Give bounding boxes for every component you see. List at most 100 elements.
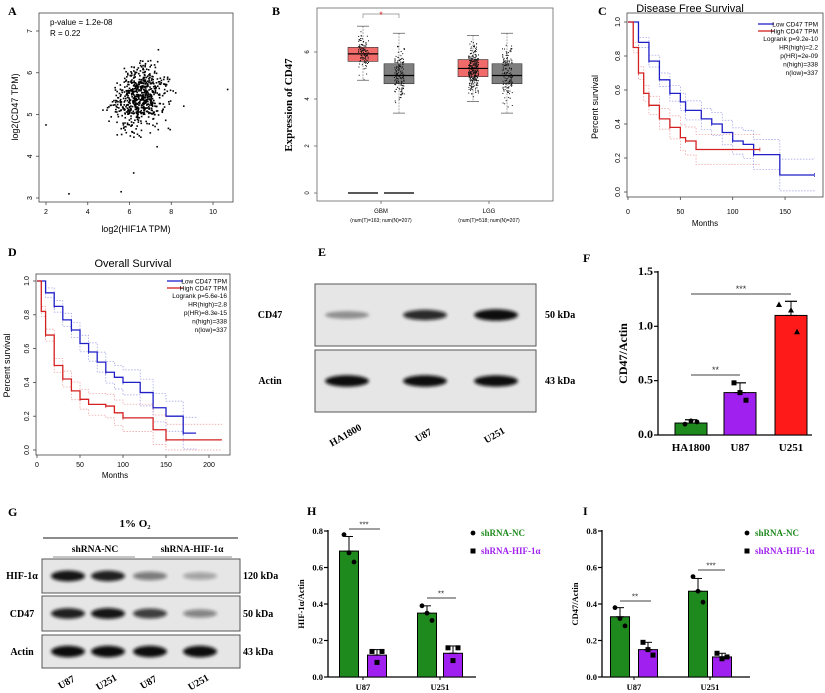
jitter-point: [366, 49, 368, 51]
jitter-point: [474, 59, 476, 61]
jitter-point: [399, 96, 401, 98]
scatter-point: [149, 82, 152, 85]
jitter-point: [502, 93, 504, 95]
scatter-point: [156, 110, 159, 112]
jitter-point: [475, 69, 477, 71]
scatter-point: [158, 83, 161, 85]
scatter-point: [139, 102, 141, 105]
y-tick-label: 0.4: [586, 599, 597, 609]
jitter-point: [365, 50, 367, 52]
jitter-point: [470, 49, 472, 51]
legend-label: shRNA-NC: [481, 528, 525, 538]
jitter-point: [367, 40, 369, 42]
jitter-point: [470, 65, 472, 67]
jitter-point: [471, 52, 473, 54]
jitter-point: [510, 72, 512, 74]
jitter-point: [473, 71, 475, 73]
scatter-point: [143, 79, 145, 82]
jitter-point: [401, 89, 403, 91]
scatter-point: [140, 85, 143, 87]
scatter-point: [169, 128, 171, 131]
jitter-point: [399, 64, 401, 66]
scatter-point: [142, 76, 145, 79]
jitter-point: [475, 47, 477, 49]
jitter-point: [400, 82, 402, 84]
jitter-point: [402, 76, 404, 78]
scatter-point: [138, 90, 140, 92]
scatter-point: [172, 90, 175, 92]
scatter-point: [115, 108, 117, 111]
scatter-point: [151, 90, 154, 92]
x-tick-label: 150: [779, 209, 791, 216]
group-sample-size: (num(T)=518; num(N)=207): [458, 218, 520, 224]
jitter-point: [399, 74, 401, 76]
scatter-point: [141, 60, 144, 63]
scatter-point: [117, 97, 120, 99]
jitter-point: [363, 54, 365, 56]
scatter-point: [132, 112, 135, 115]
data-point: [794, 328, 800, 335]
scatter-point: [142, 98, 145, 101]
row-label: Actin: [10, 647, 34, 658]
jitter-point: [360, 56, 362, 58]
scatter-point: [150, 94, 153, 97]
data-point: [645, 647, 651, 653]
scatter-point: [143, 81, 146, 83]
scatter-point: [145, 104, 148, 106]
jitter-point: [471, 85, 473, 87]
scatter-point: [139, 64, 142, 67]
y-tick-label: 0.5: [638, 373, 653, 387]
scatter-point: [136, 118, 139, 121]
protein-band: [51, 570, 85, 582]
jitter-point: [473, 52, 475, 54]
jitter-point: [394, 72, 396, 74]
scatter-point: [142, 104, 144, 106]
scatter-point: [149, 93, 151, 95]
jitter-point: [362, 50, 364, 52]
scatter-point: [153, 102, 155, 105]
scatter-point: [158, 87, 161, 90]
jitter-point: [468, 56, 470, 58]
jitter-point: [402, 62, 404, 64]
scatter-point: [131, 90, 134, 93]
jitter-point: [469, 79, 471, 81]
jitter-point: [359, 61, 361, 63]
jitter-point: [507, 55, 509, 57]
bar: [674, 422, 708, 436]
scatter-point: [163, 88, 166, 91]
significance-stars: ***: [736, 284, 747, 294]
jitter-point: [394, 90, 396, 92]
scatter-point: [130, 72, 133, 75]
scatter-point: [139, 100, 141, 103]
jitter-point: [470, 72, 472, 74]
scatter-point: [125, 80, 127, 83]
scatter-point: [128, 111, 131, 113]
stat-text: p(HR)=8.3e-15: [184, 310, 228, 317]
jitter-point: [504, 68, 506, 70]
scatter-point: [131, 81, 134, 84]
scatter-point: [140, 129, 143, 132]
jitter-point: [402, 73, 404, 75]
data-point: [429, 618, 435, 623]
scatter-point: [135, 71, 138, 74]
jitter-point: [360, 35, 362, 37]
jitter-point: [502, 62, 504, 64]
scatter-point: [122, 127, 125, 130]
scatter-point: [156, 78, 159, 80]
kda-label: 120 kDa: [243, 571, 278, 582]
scatter-point: [150, 104, 153, 106]
survival-curve-high: [37, 280, 222, 441]
scatter-point: [102, 109, 104, 111]
jitter-point: [473, 64, 475, 66]
jitter-point: [397, 46, 399, 48]
y-tick-label: 4: [305, 97, 311, 101]
scatter-point: [128, 119, 131, 121]
scatter-point: [152, 111, 155, 113]
scatter-point: [131, 79, 133, 81]
scatter-point: [116, 111, 118, 113]
jitter-point: [472, 64, 474, 66]
scatter-point: [125, 111, 128, 113]
scatter-point: [136, 98, 138, 101]
survival-curve-low: [628, 21, 815, 176]
scatter-point: [142, 77, 145, 80]
